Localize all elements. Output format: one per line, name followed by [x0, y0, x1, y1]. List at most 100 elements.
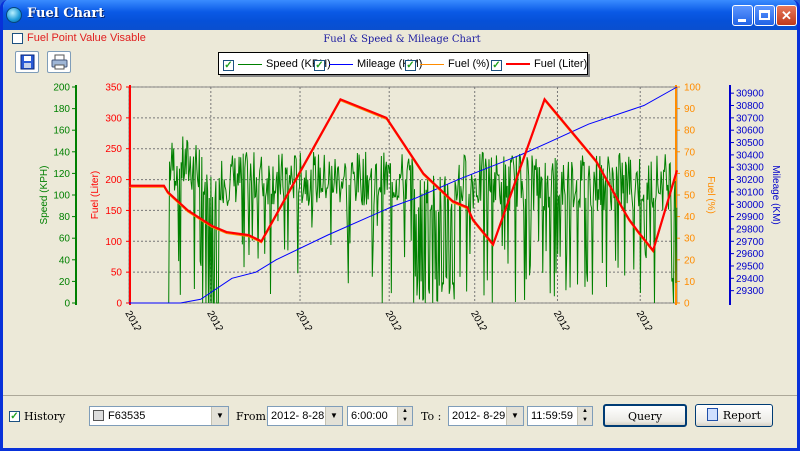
tick-label-mileage: 29500 — [736, 261, 764, 272]
x-tick-label: 2012-8-29 9:47:02 — [634, 309, 685, 330]
x-tick-label: 2012-8-28 10:27:30 — [204, 309, 257, 330]
legend-item-fuel-liter[interactable]: ✓ Fuel (Liter) — [491, 58, 587, 71]
tick-label-fuel-liter: 50 — [111, 268, 123, 279]
tick-label-mileage: 30600 — [736, 126, 764, 137]
printer-icon — [51, 54, 68, 70]
query-button[interactable]: Query — [603, 404, 687, 427]
to-date-picker[interactable]: 2012- 8-29 ▼ — [448, 406, 524, 426]
to-time-input[interactable]: 11:59:59 ▲ ▼ — [527, 406, 593, 426]
from-date-picker[interactable]: 2012- 8-28 ▼ — [267, 406, 343, 426]
maximize-icon — [759, 10, 770, 20]
tick-label-mileage: 30000 — [736, 200, 764, 211]
tick-label-fuel-pct: 20 — [684, 255, 696, 266]
history-checkbox[interactable]: ✓ — [9, 411, 20, 422]
tick-label-speed: 40 — [59, 255, 71, 266]
legend-mileage-checkbox[interactable]: ✓ — [314, 60, 325, 71]
report-button[interactable]: Report — [695, 404, 773, 427]
legend-fuel-pct-swatch — [420, 63, 444, 65]
from-time-value: 6:00:00 — [351, 410, 388, 422]
legend-fuel-liter-swatch — [506, 63, 530, 66]
chart-title: Fuel & Speed & Mileage Chart — [323, 34, 480, 45]
tick-label-mileage: 29900 — [736, 212, 764, 223]
tick-label-mileage: 29600 — [736, 249, 764, 260]
save-button[interactable] — [15, 51, 39, 73]
legend-item-fuel-pct[interactable]: ✓ Fuel (%) — [405, 58, 490, 71]
tick-label-speed: 80 — [59, 212, 71, 223]
tick-label-speed: 20 — [59, 277, 71, 288]
tick-label-mileage: 30800 — [736, 101, 764, 112]
legend-mileage-swatch — [329, 63, 353, 65]
series-fuel-liter — [129, 97, 679, 253]
tick-label-fuel-liter: 250 — [105, 144, 122, 155]
legend-fuel-pct-checkbox[interactable]: ✓ — [405, 60, 416, 71]
tick-label-fuel-pct: 100 — [684, 83, 701, 94]
x-tick-label: 2012-8-28 6:00:10 — [122, 309, 173, 330]
x-tick-label: 2012-8-29 5:18:21 — [551, 309, 602, 330]
chevron-down-icon[interactable]: ▼ — [506, 407, 523, 425]
history-label: History — [24, 410, 66, 423]
legend-fuel-pct-label: Fuel (%) — [448, 58, 490, 70]
app-icon — [6, 7, 22, 23]
tick-label-fuel-pct: 10 — [684, 277, 696, 288]
from-date-value: 2012- 8-28 — [271, 410, 325, 422]
to-label: To : — [421, 410, 442, 423]
tick-label-speed: 140 — [53, 147, 70, 158]
time-spinner-icon[interactable]: ▲ ▼ — [577, 407, 592, 425]
tick-label-mileage: 29300 — [736, 286, 764, 297]
tick-label-speed: 200 — [53, 83, 70, 94]
floppy-disk-icon — [20, 54, 35, 70]
from-time-input[interactable]: 6:00:00 ▲ ▼ — [347, 406, 413, 426]
tick-label-speed: 120 — [53, 169, 70, 180]
window-title: Fuel Chart — [27, 6, 105, 21]
fuel-point-label: Fuel Point Value Visable — [27, 32, 146, 44]
chart-legend: ✓ Speed (KPH) ✓ Mileage (KM) ✓ Fuel (%) ✓ Fu… — [218, 52, 588, 75]
fuel-point-checkbox[interactable] — [12, 33, 23, 44]
fuel-speed-mileage-chart: Fuel & Speed & Mileage Chart 0 20 40 60 80 10… — [39, 34, 781, 330]
tick-label-mileage: 30300 — [736, 163, 764, 174]
tick-label-mileage: 29800 — [736, 224, 764, 235]
tick-label-fuel-liter: 150 — [105, 206, 122, 217]
maximize-button[interactable] — [754, 5, 775, 26]
tick-label-mileage: 30500 — [736, 138, 764, 149]
x-tick-label: 2012-8-28 20:09:53 — [383, 309, 436, 330]
series-speed — [129, 136, 678, 304]
tick-label-fuel-liter: 350 — [105, 83, 122, 94]
tick-label-fuel-liter: 300 — [105, 113, 122, 124]
close-button[interactable]: ✕ — [776, 5, 797, 26]
tick-label-fuel-pct: 80 — [684, 126, 696, 137]
query-bar: ✓ History F63535 ▼ From: 2012- 8-28 ▼ 6:… — [3, 395, 797, 448]
time-spinner-icon[interactable]: ▲ ▼ — [397, 407, 412, 425]
axis-title-fuel-pct: Fuel (%) — [705, 176, 716, 214]
tick-label-mileage: 30400 — [736, 150, 764, 161]
legend-fuel-liter-label: Fuel (Liter) — [534, 58, 588, 70]
vehicle-value: F63535 — [108, 410, 146, 422]
report-icon — [706, 408, 718, 421]
from-label: From: — [236, 410, 270, 423]
chevron-down-icon[interactable]: ▼ — [211, 407, 228, 425]
title-bar[interactable]: Fuel Chart ✕ — [3, 0, 797, 30]
tick-label-speed: 60 — [59, 234, 71, 245]
legend-fuel-liter-checkbox[interactable]: ✓ — [491, 60, 502, 71]
vehicle-select[interactable]: F63535 ▼ — [89, 406, 229, 426]
tick-label-fuel-pct: 50 — [684, 191, 696, 202]
tick-label-mileage: 30700 — [736, 113, 764, 124]
to-date-value: 2012- 8-29 — [452, 410, 506, 422]
chevron-down-icon[interactable]: ▼ — [325, 407, 342, 425]
tick-label-fuel-pct: 60 — [684, 169, 696, 180]
tick-label-fuel-pct: 30 — [684, 234, 696, 245]
print-button[interactable] — [47, 51, 71, 73]
axis-fuel-pct: 0 10 20 30 40 50 60 70 80 90 100 Fuel (%) — [675, 83, 716, 310]
tick-label-mileage: 30900 — [736, 89, 764, 100]
tick-label-fuel-liter: 100 — [105, 237, 122, 248]
legend-speed-checkbox[interactable]: ✓ — [223, 60, 234, 71]
report-label: Report — [722, 409, 762, 422]
tick-label-speed: 0 — [64, 299, 70, 310]
tick-label-fuel-liter: 200 — [105, 175, 122, 186]
tick-label-mileage: 29400 — [736, 274, 764, 285]
tick-label-fuel-pct: 40 — [684, 212, 696, 223]
tick-label-mileage: 30200 — [736, 175, 764, 186]
minimize-button[interactable] — [732, 5, 753, 26]
tick-label-fuel-pct: 0 — [684, 299, 690, 310]
legend-speed-swatch — [238, 63, 262, 65]
